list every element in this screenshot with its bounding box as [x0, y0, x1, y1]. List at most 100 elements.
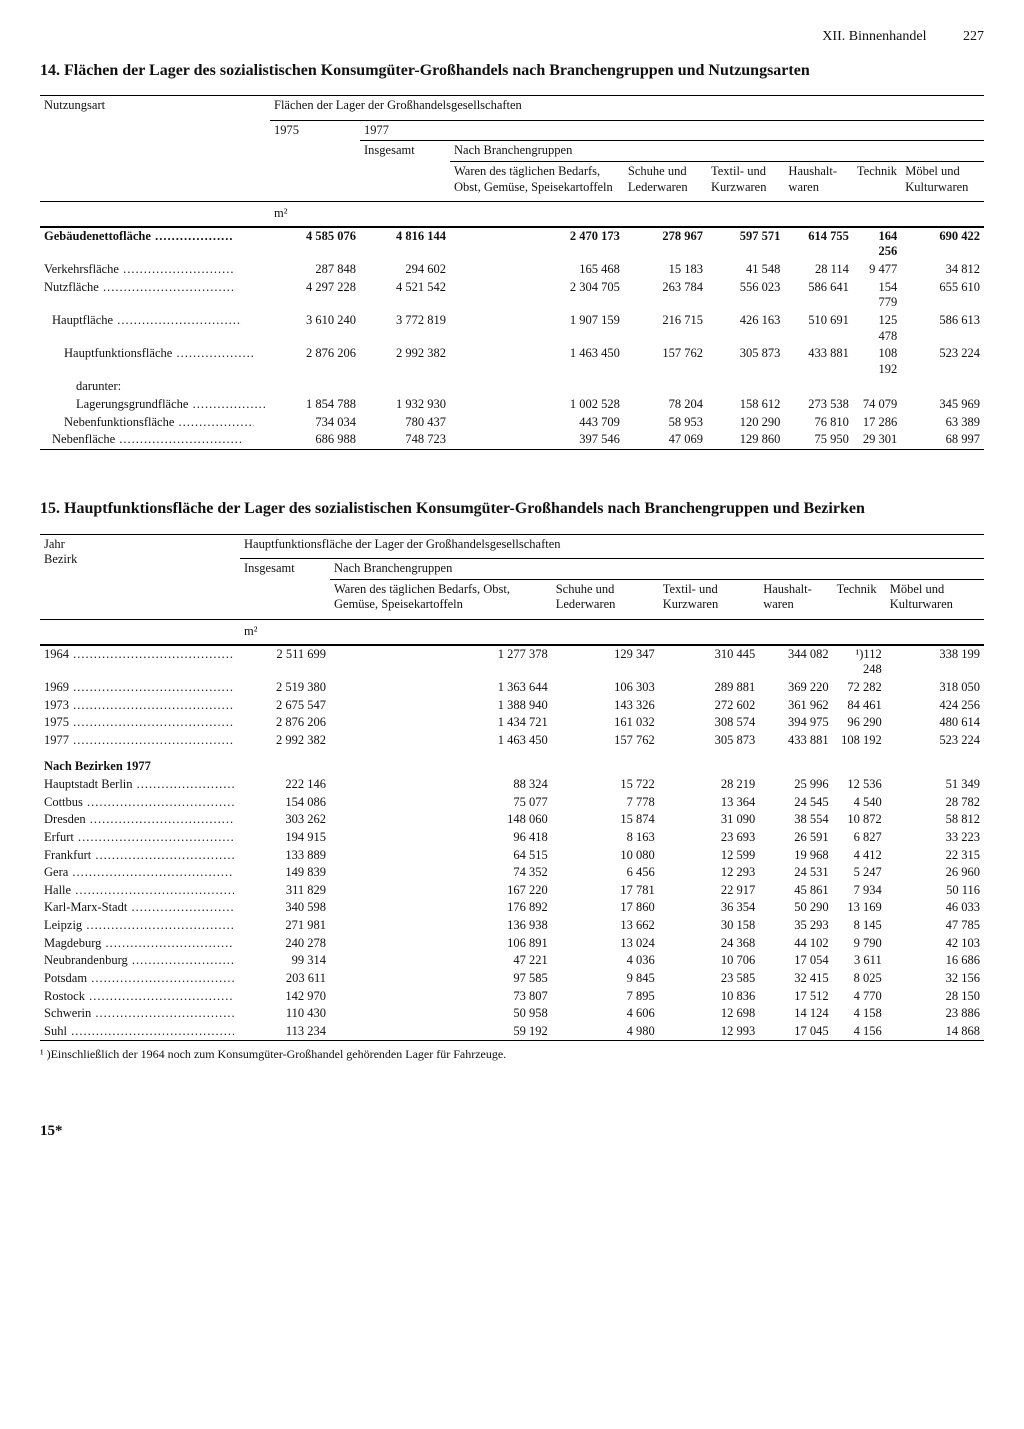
data-cell: 4 297 228: [270, 279, 360, 312]
data-cell: 75 077: [330, 794, 552, 812]
table-row: Schwerin110 43050 9584 60612 69814 1244 …: [40, 1005, 984, 1023]
row-label: Schwerin: [40, 1005, 240, 1023]
data-cell: 58 812: [886, 811, 984, 829]
data-cell: [784, 378, 853, 396]
t15-branch-head: Möbel und Kultur­waren: [886, 579, 984, 619]
data-cell: 686 988: [270, 431, 360, 449]
row-label: Potsdam: [40, 970, 240, 988]
data-cell: 35 293: [759, 917, 832, 935]
row-label: darunter:: [40, 378, 270, 396]
data-cell: 129 347: [552, 645, 659, 679]
table-row: Karl-Marx-Stadt340 598176 89217 86036 35…: [40, 899, 984, 917]
data-cell: 523 224: [901, 345, 984, 378]
data-cell: 167 220: [330, 882, 552, 900]
t14-branch-head: Schuhe und Leder­waren: [624, 161, 707, 201]
data-cell: 32 415: [759, 970, 832, 988]
data-cell: 47 785: [886, 917, 984, 935]
data-cell: 29 301: [853, 431, 901, 449]
row-label: Neubrandenburg: [40, 952, 240, 970]
data-cell: 148 060: [330, 811, 552, 829]
data-cell: 23 585: [659, 970, 759, 988]
data-cell: 17 512: [759, 988, 832, 1006]
table-row: Rostock142 97073 8077 89510 83617 5124 7…: [40, 988, 984, 1006]
t15-insgesamt: Insgesamt: [240, 559, 330, 620]
data-cell: 4 540: [833, 794, 886, 812]
table15-title: 15. Hauptfunktionsfläche der Lager des s…: [40, 498, 984, 520]
data-cell: 4 158: [833, 1005, 886, 1023]
data-cell: [707, 378, 784, 396]
data-cell: 1 363 644: [330, 679, 552, 697]
table-row: Potsdam203 61197 5859 84523 58532 4158 0…: [40, 970, 984, 988]
data-cell: 2 511 699: [240, 645, 330, 679]
data-cell: 345 969: [901, 396, 984, 414]
t15-unit: m²: [240, 620, 984, 645]
data-cell: 26 960: [886, 864, 984, 882]
data-cell: 433 881: [759, 732, 832, 750]
data-cell: 310 445: [659, 645, 759, 679]
data-cell: 1 463 450: [330, 732, 552, 750]
data-cell: 6 827: [833, 829, 886, 847]
table-row: 19692 519 3801 363 644106 303289 881369 …: [40, 679, 984, 697]
data-cell: 1 388 940: [330, 697, 552, 715]
data-cell: 45 861: [759, 882, 832, 900]
row-label: Karl-Marx-Stadt: [40, 899, 240, 917]
data-cell: 113 234: [240, 1023, 330, 1041]
data-cell: 443 709: [450, 414, 624, 432]
data-cell: 10 872: [833, 811, 886, 829]
data-cell: 12 536: [833, 776, 886, 794]
data-cell: 361 962: [759, 697, 832, 715]
data-cell: 33 223: [886, 829, 984, 847]
table-row: Hauptfunktionsfläche2 876 2062 992 3821 …: [40, 345, 984, 378]
row-label: Nebenfunktionsfläche: [40, 414, 270, 432]
row-label: Halle: [40, 882, 240, 900]
data-cell: 318 050: [886, 679, 984, 697]
row-label: Dresden: [40, 811, 240, 829]
row-label: Cottbus: [40, 794, 240, 812]
t15-subhead: Nach Branchengruppen: [330, 559, 984, 580]
t15-branch-head: Textil- und Kurzwaren: [659, 579, 759, 619]
t14-branch-head: Haushalt­waren: [784, 161, 853, 201]
row-label: Leipzig: [40, 917, 240, 935]
data-cell: 748 723: [360, 431, 450, 449]
data-cell: 4 980: [552, 1023, 659, 1041]
table-row: 19732 675 5471 388 940143 326272 602361 …: [40, 697, 984, 715]
data-cell: 597 571: [707, 227, 784, 261]
data-cell: 106 303: [552, 679, 659, 697]
table-row: Neubrandenburg99 31447 2214 03610 70617 …: [40, 952, 984, 970]
data-cell: 338 199: [886, 645, 984, 679]
data-cell: 158 612: [707, 396, 784, 414]
table-row: Suhl113 23459 1924 98012 99317 0454 1561…: [40, 1023, 984, 1041]
data-cell: 97 585: [330, 970, 552, 988]
table-row: Nutzfläche4 297 2284 521 5422 304 705263…: [40, 279, 984, 312]
data-cell: 7 934: [833, 882, 886, 900]
data-cell: 10 836: [659, 988, 759, 1006]
data-cell: 23 693: [659, 829, 759, 847]
data-cell: 23 886: [886, 1005, 984, 1023]
data-cell: 38 554: [759, 811, 832, 829]
data-cell: 303 262: [240, 811, 330, 829]
data-cell: 4 585 076: [270, 227, 360, 261]
table-row: Halle311 829167 22017 78122 91745 8617 9…: [40, 882, 984, 900]
data-cell: 133 889: [240, 847, 330, 865]
data-cell: 24 545: [759, 794, 832, 812]
data-cell: 289 881: [659, 679, 759, 697]
t14-branch-head: Technik: [853, 161, 901, 201]
data-cell: 41 548: [707, 261, 784, 279]
t14-subhead: Nach Branchengruppen: [450, 141, 984, 162]
data-cell: 17 286: [853, 414, 901, 432]
data-cell: 340 598: [240, 899, 330, 917]
data-cell: 15 722: [552, 776, 659, 794]
data-cell: 4 606: [552, 1005, 659, 1023]
table-row: Verkehrsfläche287 848294 602165 46815 18…: [40, 261, 984, 279]
data-cell: 68 997: [901, 431, 984, 449]
data-cell: 8 163: [552, 829, 659, 847]
data-cell: 154 086: [240, 794, 330, 812]
data-cell: 614 755: [784, 227, 853, 261]
data-cell: 397 546: [450, 431, 624, 449]
data-cell: 510 691: [784, 312, 853, 345]
data-cell: 4 816 144: [360, 227, 450, 261]
data-cell: 294 602: [360, 261, 450, 279]
data-cell: 58 953: [624, 414, 707, 432]
row-label: Erfurt: [40, 829, 240, 847]
data-cell: 129 860: [707, 431, 784, 449]
